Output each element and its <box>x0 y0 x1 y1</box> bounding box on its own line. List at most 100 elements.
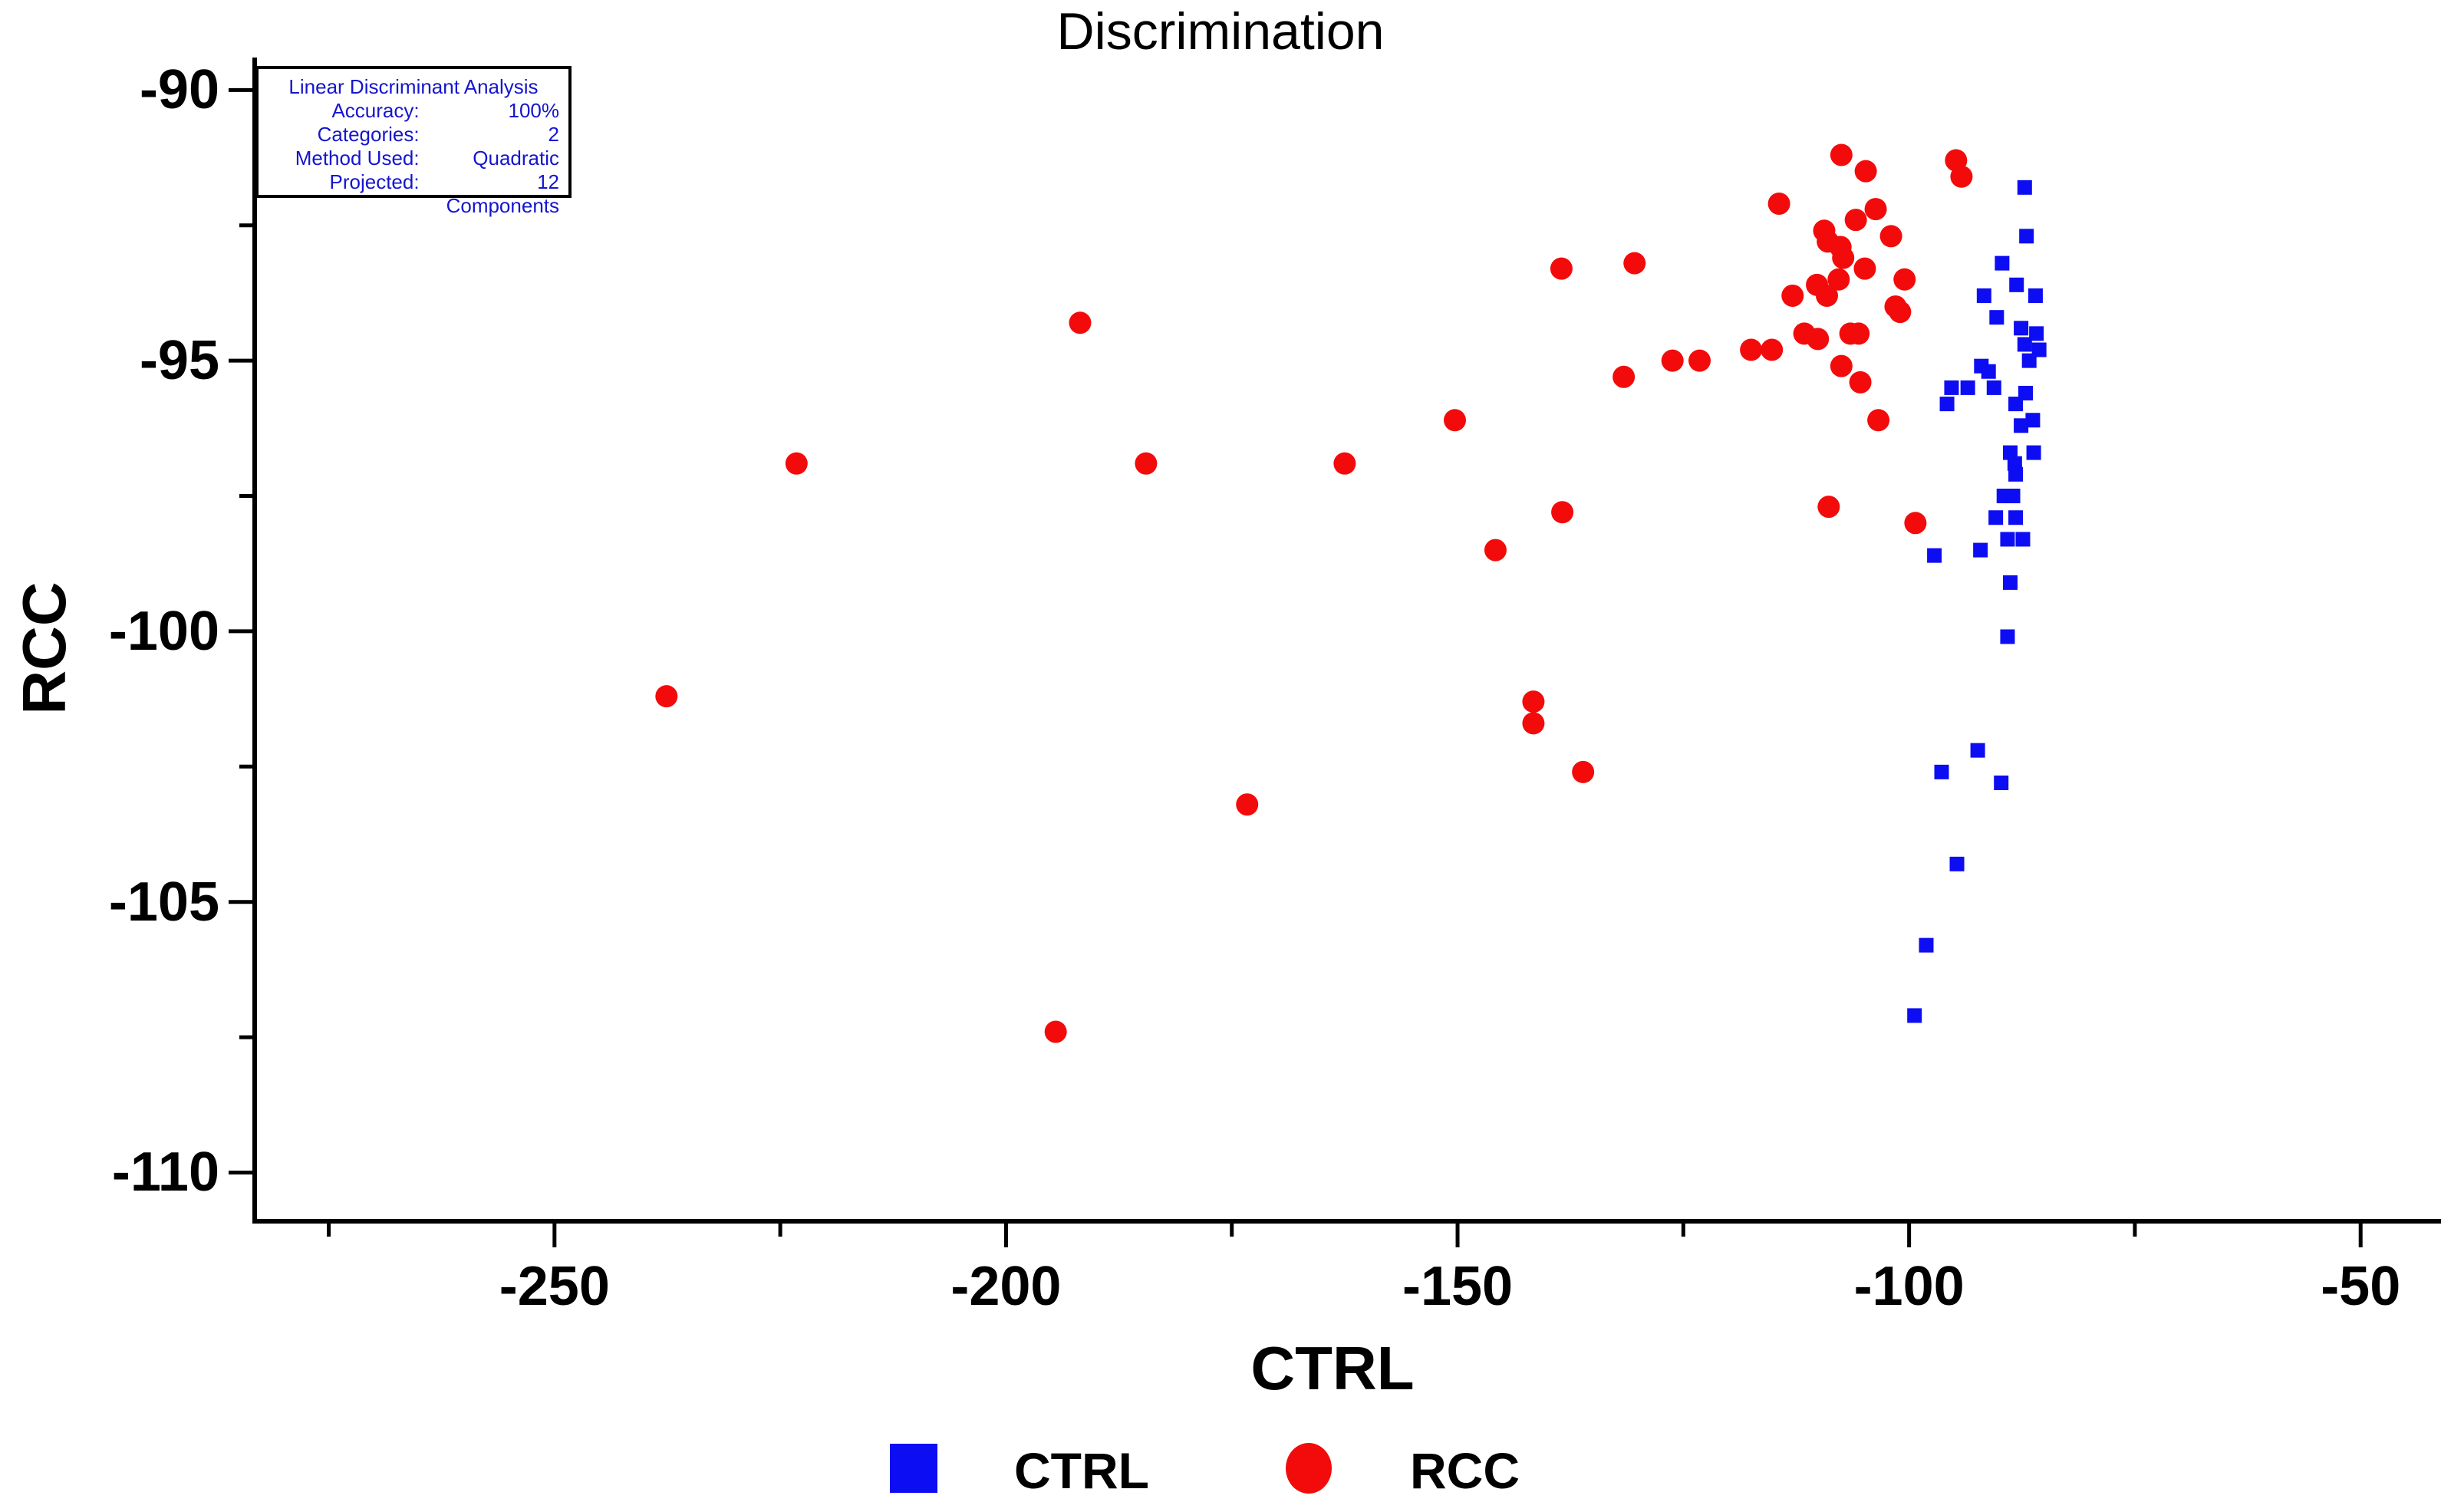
ctrl-point <box>1981 364 1996 379</box>
ctrl-point <box>2014 418 2029 433</box>
rcc-point <box>1551 501 1574 524</box>
rcc-point <box>1853 257 1876 280</box>
y-tick-label: -95 <box>139 330 219 392</box>
y-tick-label: -90 <box>139 59 219 121</box>
ctrl-point <box>1919 937 1934 953</box>
rcc-point <box>1879 225 1902 248</box>
ctrl-point <box>2000 532 2015 547</box>
ctrl-point <box>1949 856 1965 871</box>
rcc-point <box>1893 268 1916 291</box>
ctrl-point <box>1960 380 1975 395</box>
ctrl-point <box>2025 413 2041 428</box>
info-box-header: Linear Discriminant Analysis <box>288 75 539 98</box>
legend-markers <box>890 1443 1332 1494</box>
x-tick-label: -100 <box>1853 1256 1965 1317</box>
data-points <box>655 143 2047 1043</box>
lda-info-box: Linear Discriminant Analysis Accuracy: 1… <box>255 66 572 217</box>
ctrl-point <box>2008 466 2024 482</box>
legend-rcc-marker <box>1286 1443 1332 1494</box>
ctrl-point <box>1989 310 2005 325</box>
y-tick-label: -105 <box>108 871 219 933</box>
rcc-point <box>1889 301 1912 324</box>
rcc-point <box>1847 322 1870 345</box>
rcc-point <box>1864 198 1887 221</box>
rcc-point <box>1781 284 1804 307</box>
x-axis-title: CTRL <box>1250 1334 1415 1402</box>
ctrl-point <box>1995 255 2010 271</box>
rcc-point <box>1044 1020 1067 1043</box>
legend-label-ctrl: CTRL <box>1014 1442 1149 1499</box>
x-tick-label: -150 <box>1402 1256 1514 1317</box>
x-tick-label: -50 <box>2321 1256 2401 1317</box>
rcc-point <box>1688 349 1711 372</box>
rcc-point <box>1817 496 1840 519</box>
x-tick-label: -200 <box>950 1256 1062 1317</box>
rcc-point <box>1849 371 1872 394</box>
ctrl-point <box>2002 575 2018 590</box>
ctrl-point <box>1994 775 2009 790</box>
rcc-point <box>1830 143 1853 166</box>
ctrl-point <box>2017 180 2032 195</box>
ctrl-point <box>1944 380 1959 395</box>
ctrl-point <box>1986 380 2001 395</box>
info-row-projected: Projected: 12 Components <box>268 170 559 218</box>
ctrl-point <box>2026 445 2041 460</box>
rcc-point <box>1904 512 1927 535</box>
rcc-point <box>1827 268 1850 291</box>
rcc-point <box>1740 338 1763 361</box>
rcc-point <box>1613 365 1636 388</box>
rcc-point <box>1761 338 1784 361</box>
ctrl-point <box>1939 397 1955 412</box>
x-tick-label: -250 <box>499 1256 610 1317</box>
ctrl-point <box>2015 532 2031 547</box>
y-tick-label: -100 <box>108 600 219 662</box>
info-label: Projected: <box>329 170 420 193</box>
info-value: 100% <box>508 99 560 122</box>
ctrl-point <box>2000 629 2015 644</box>
ctrl-point <box>2009 277 2024 292</box>
rcc-point <box>1844 209 1867 232</box>
rcc-point <box>1623 252 1646 275</box>
rcc-point <box>1816 284 1839 307</box>
info-value: 2 <box>548 123 559 146</box>
legend: CTRL RCC <box>0 1436 2441 1505</box>
ctrl-point <box>1907 1008 1922 1023</box>
rcc-point <box>1830 354 1853 377</box>
rcc-point <box>1522 690 1545 713</box>
ctrl-point <box>2029 326 2044 341</box>
info-label: Categories: <box>317 123 420 146</box>
rcc-point <box>1572 760 1595 783</box>
info-value: 12 Components <box>446 170 559 217</box>
rcc-point <box>1854 160 1877 183</box>
ctrl-point <box>2005 489 2021 504</box>
rcc-point <box>1484 539 1507 562</box>
ctrl-point <box>2028 288 2043 303</box>
info-value: Quadratic <box>473 147 559 170</box>
legend-ctrl-marker <box>890 1444 937 1493</box>
rcc-point <box>785 452 808 475</box>
ctrl-point <box>2008 510 2024 525</box>
info-row-method: Method Used: Quadratic <box>268 147 559 170</box>
rcc-point <box>655 685 678 708</box>
ctrl-point <box>1927 548 1942 563</box>
rcc-point <box>1135 452 1158 475</box>
rcc-point <box>1832 246 1855 269</box>
chart-title: Discrimination <box>1056 2 1385 61</box>
ctrl-point <box>2019 229 2034 244</box>
rcc-point <box>1661 349 1684 372</box>
rcc-point <box>1767 193 1790 216</box>
rcc-point <box>1950 165 1973 188</box>
info-label: Accuracy: <box>331 99 420 122</box>
rcc-point <box>1550 257 1573 280</box>
legend-label-rcc: RCC <box>1410 1442 1520 1499</box>
ctrl-point <box>1973 542 1988 558</box>
rcc-point <box>1069 311 1092 334</box>
ctrl-point <box>1934 764 1949 779</box>
y-tick-label: -110 <box>111 1141 219 1204</box>
ctrl-point <box>2008 397 2024 412</box>
ctrl-point <box>1976 288 1991 303</box>
rcc-point <box>1807 328 1830 351</box>
ctrl-point <box>1988 510 2004 525</box>
